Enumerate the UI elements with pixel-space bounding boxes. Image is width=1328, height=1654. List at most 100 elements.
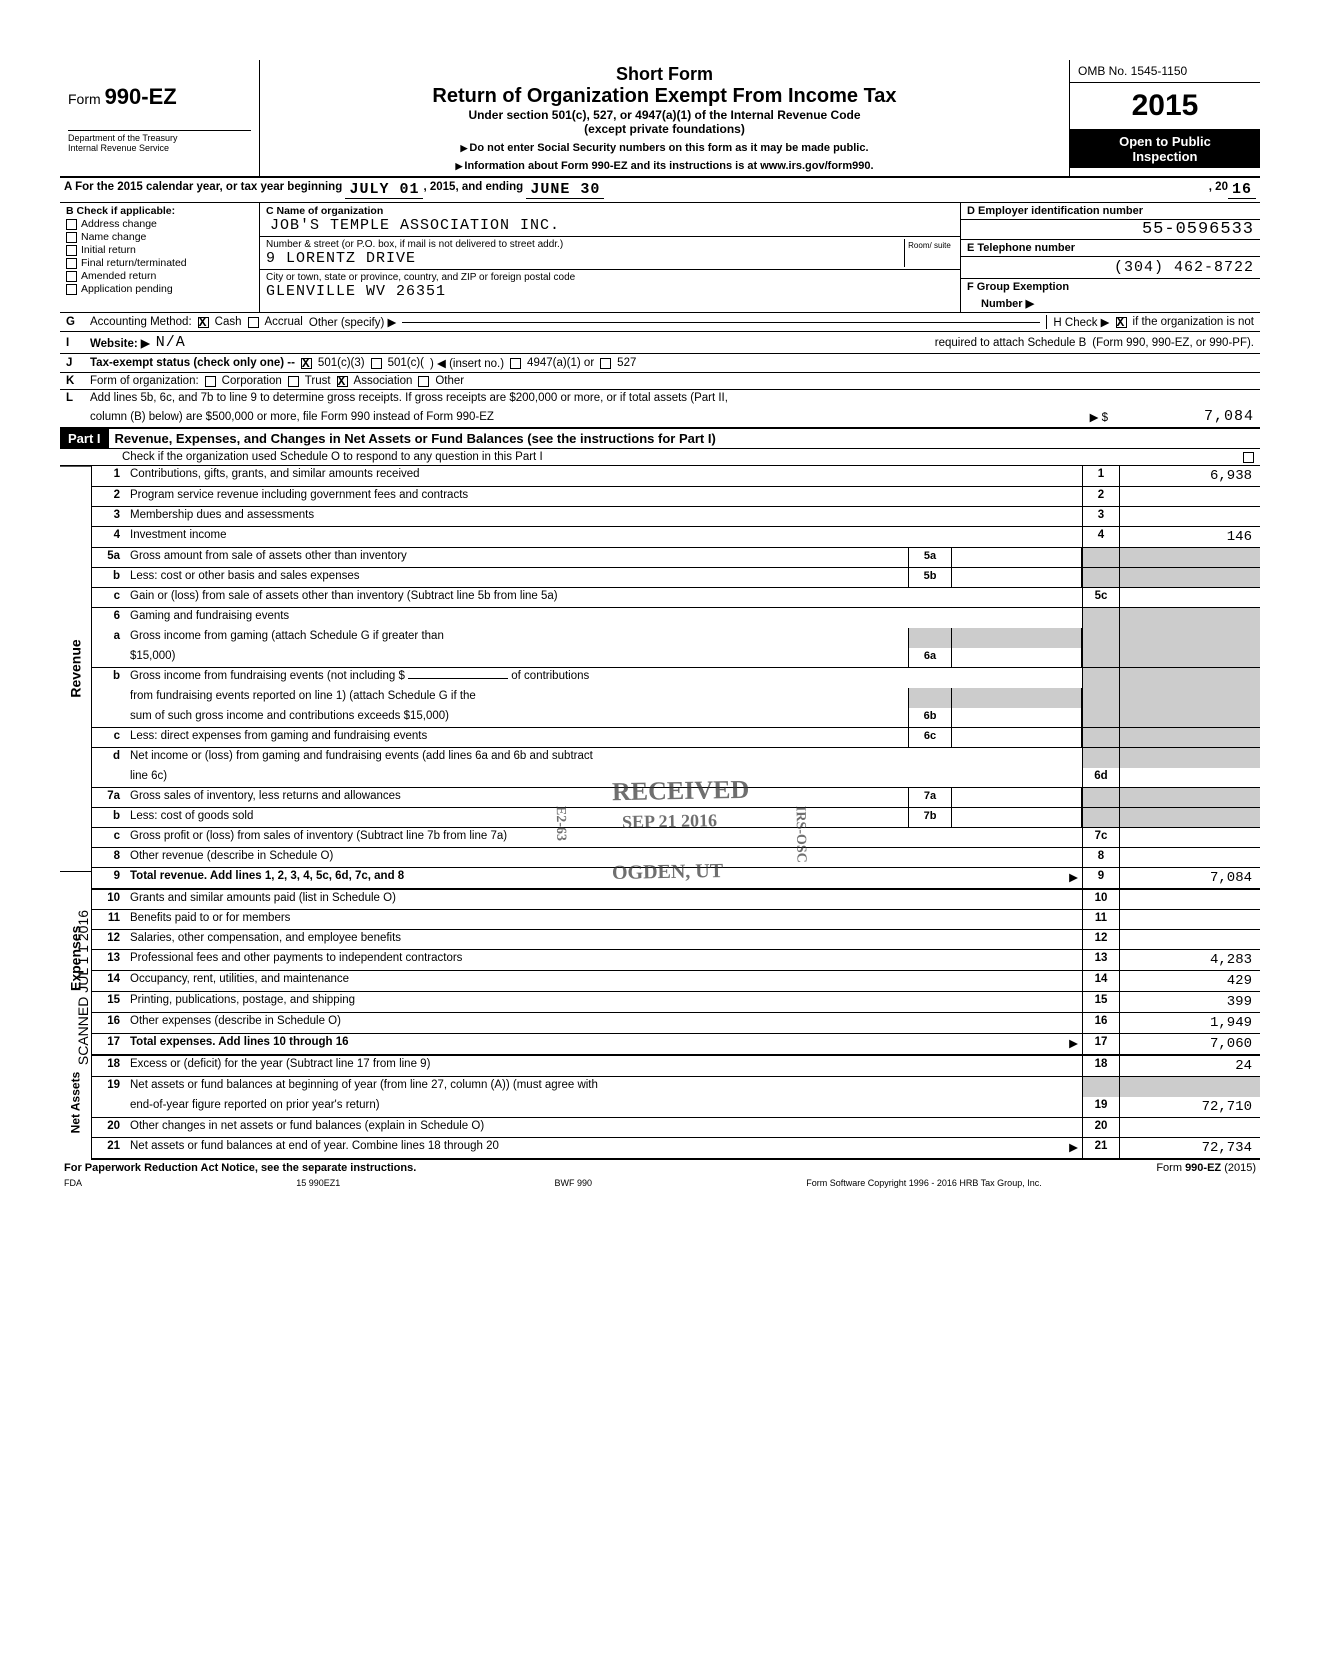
chk-association[interactable] <box>337 376 348 387</box>
l16-box: 16 <box>1082 1013 1120 1033</box>
l13-num: 13 <box>92 950 126 970</box>
chk-application-pending[interactable] <box>66 284 77 295</box>
chk-name-change[interactable] <box>66 232 77 243</box>
chk-trust[interactable] <box>288 376 299 387</box>
l6b-num: b <box>92 668 126 688</box>
form-header: Form 990-EZ Department of the Treasury I… <box>60 60 1260 178</box>
chk-schedule-b[interactable] <box>1116 317 1127 328</box>
h2-text: (Form 990, 990-EZ, or 990-PF). <box>1092 337 1254 349</box>
chk-accrual[interactable] <box>248 317 259 328</box>
line-15: 15 Printing, publications, postage, and … <box>92 992 1260 1013</box>
l7a-num: 7a <box>92 788 126 807</box>
line-6d-r2: line 6c) 6d <box>92 768 1260 788</box>
l6d-amt <box>1120 768 1260 787</box>
footer-mid4: Form Software Copyright 1996 - 2016 HRB … <box>806 1178 1041 1188</box>
l2-num: 2 <box>92 487 126 506</box>
l6c-mid: 6c <box>908 728 952 747</box>
chk-corporation[interactable] <box>205 376 216 387</box>
part1-header: Part I <box>60 429 109 448</box>
line-7a: 7a Gross sales of inventory, less return… <box>92 788 1260 808</box>
chk-schedule-o[interactable] <box>1243 452 1254 463</box>
l20-box: 20 <box>1082 1118 1120 1137</box>
l5a-desc: Gross amount from sale of assets other t… <box>126 548 908 567</box>
chk-amended-return[interactable] <box>66 271 77 282</box>
l6-num: 6 <box>92 608 126 628</box>
lbl-4947: 4947(a)(1) or <box>527 357 594 369</box>
l13-desc: Professional fees and other payments to … <box>126 950 1082 970</box>
l1-amt: 6,938 <box>1120 466 1260 486</box>
part1-desc: Revenue, Expenses, and Changes in Net As… <box>109 429 1260 448</box>
l17-desc: Total expenses. Add lines 10 through 16 <box>130 1036 349 1048</box>
l6a-desc: Gross income from gaming (attach Schedul… <box>126 628 908 648</box>
chk-address-change[interactable] <box>66 219 77 230</box>
l4-num: 4 <box>92 527 126 547</box>
l2-desc: Program service revenue including govern… <box>126 487 1082 506</box>
e-label: E Telephone number <box>961 240 1260 257</box>
title-short: Short Form <box>268 64 1061 85</box>
l15-box: 15 <box>1082 992 1120 1012</box>
l6c-num: c <box>92 728 126 747</box>
l5b-mid: 5b <box>908 568 952 587</box>
line-k: K Form of organization: Corporation Trus… <box>60 373 1260 390</box>
open-line2: Inspection <box>1074 149 1256 164</box>
rowA-prefix: A For the 2015 calendar year, or tax yea… <box>64 181 342 199</box>
l1-desc: Contributions, gifts, grants, and simila… <box>126 466 1082 486</box>
l5b-num: b <box>92 568 126 587</box>
l16-desc: Other expenses (describe in Schedule O) <box>126 1013 1082 1033</box>
chk-cash[interactable] <box>198 317 209 328</box>
lbl-final-return: Final return/terminated <box>81 257 187 269</box>
l11-num: 11 <box>92 910 126 929</box>
line-19-r2: end-of-year figure reported on prior yea… <box>92 1097 1260 1118</box>
l6a-desc2: $15,000) <box>126 648 908 667</box>
line-i: I Website: ▶ N/A required to attach Sche… <box>60 332 1260 354</box>
l4-box: 4 <box>1082 527 1120 547</box>
chk-final-return[interactable] <box>66 258 77 269</box>
chk-501c3[interactable] <box>301 358 312 369</box>
rowA-suffix: , 20 <box>1209 181 1228 199</box>
city-value: GLENVILLE WV 26351 <box>266 283 954 300</box>
line-j: J Tax-exempt status (check only one) -- … <box>60 354 1260 373</box>
l9-amt: 7,084 <box>1120 868 1260 888</box>
line-g: G Accounting Method: Cash Accrual Other … <box>60 313 1260 332</box>
l4-amt: 146 <box>1120 527 1260 547</box>
part1-body: Revenue Expenses Net Assets RECEIVED SEP… <box>60 466 1260 1160</box>
l-lead: L <box>66 392 84 404</box>
l6c-desc: Less: direct expenses from gaming and fu… <box>126 728 908 747</box>
l10-box: 10 <box>1082 890 1120 909</box>
lbl-address-change: Address change <box>81 218 157 230</box>
dept-treasury: Department of the Treasury <box>68 133 251 143</box>
header-left: Form 990-EZ Department of the Treasury I… <box>60 60 260 176</box>
note-info: Information about Form 990-EZ and its in… <box>268 160 1061 172</box>
line-l2: column (B) below) are $500,000 or more, … <box>60 406 1260 429</box>
l14-desc: Occupancy, rent, utilities, and maintena… <box>126 971 1082 991</box>
l10-amt <box>1120 890 1260 909</box>
l11-box: 11 <box>1082 910 1120 929</box>
l9-num: 9 <box>92 868 126 888</box>
lbl-accrual: Accrual <box>265 316 303 328</box>
chk-4947[interactable] <box>510 358 521 369</box>
website-value: N/A <box>156 334 186 351</box>
line-6a-r2: $15,000) 6a <box>92 648 1260 668</box>
line-12: 12 Salaries, other compensation, and emp… <box>92 930 1260 950</box>
l21-box: 21 <box>1082 1138 1120 1158</box>
l3-num: 3 <box>92 507 126 526</box>
chk-527[interactable] <box>600 358 611 369</box>
lbl-trust: Trust <box>305 375 331 387</box>
l7c-amt <box>1120 828 1260 847</box>
h-text2: required to attach Schedule B <box>929 337 1087 349</box>
l19-desc2: end-of-year figure reported on prior yea… <box>126 1097 1082 1117</box>
chk-other-org[interactable] <box>418 376 429 387</box>
rowA-end: JUNE 30 <box>526 181 604 199</box>
chk-initial-return[interactable] <box>66 245 77 256</box>
dept-irs: Internal Revenue Service <box>68 143 251 153</box>
l7b-desc: Less: cost of goods sold <box>126 808 908 827</box>
l12-amt <box>1120 930 1260 949</box>
l14-amt: 429 <box>1120 971 1260 991</box>
l5a-num: 5a <box>92 548 126 567</box>
line-21: 21 Net assets or fund balances at end of… <box>92 1138 1260 1160</box>
l20-num: 20 <box>92 1118 126 1137</box>
i-lead: I <box>66 337 84 349</box>
chk-501c[interactable] <box>371 358 382 369</box>
line-6: 6 Gaming and fundraising events <box>92 608 1260 628</box>
title-return: Return of Organization Exempt From Incom… <box>268 85 1061 108</box>
